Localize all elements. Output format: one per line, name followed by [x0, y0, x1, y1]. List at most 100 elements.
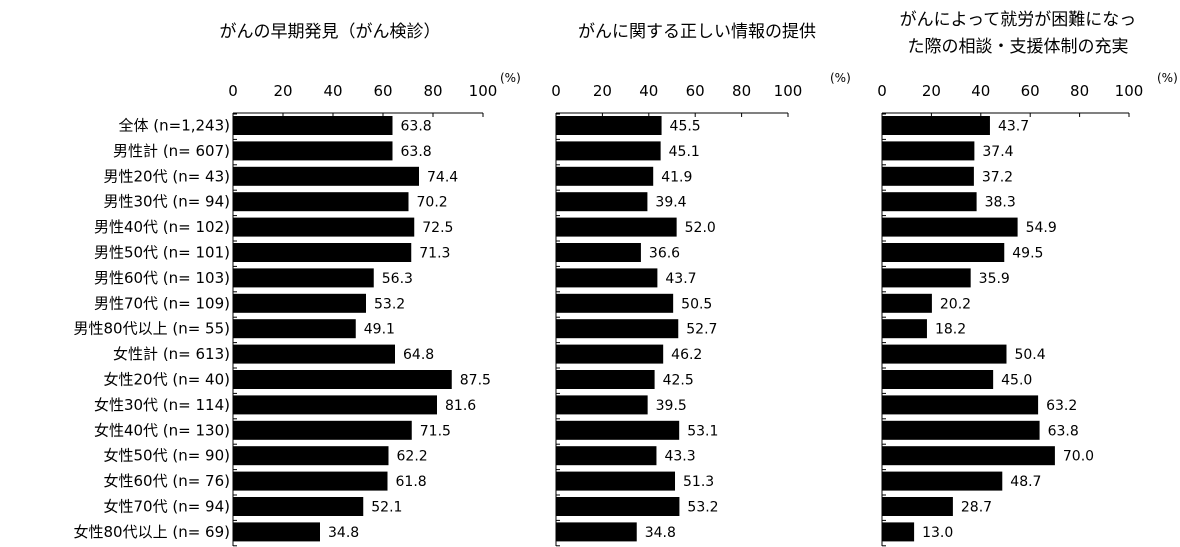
- value-label: 63.8: [401, 144, 432, 160]
- value-label: 43.7: [665, 271, 696, 287]
- category-label: 女性50代 (n= 90): [104, 447, 231, 465]
- value-label: 70.0: [1063, 449, 1094, 465]
- bar: [233, 497, 364, 516]
- bar: [556, 217, 677, 237]
- value-label: 81.6: [445, 398, 476, 414]
- x-tick-label: 40: [323, 82, 342, 100]
- bar: [882, 522, 915, 542]
- value-label: 53.1: [687, 423, 718, 439]
- bar: [556, 522, 637, 542]
- bar: [556, 141, 661, 161]
- bar: [556, 293, 674, 313]
- category-label: 女性80代以上 (n= 69): [74, 523, 231, 541]
- bar: [882, 217, 1018, 237]
- chart-title: がんに関する正しい情報の提供: [578, 22, 816, 42]
- value-label: 43.7: [998, 119, 1029, 135]
- category-label: 女性30代 (n= 114): [94, 396, 230, 414]
- category-label: 女性40代 (n= 130): [94, 421, 230, 439]
- value-label: 49.5: [1012, 246, 1043, 262]
- category-label: 男性60代 (n= 103): [94, 269, 230, 287]
- bar: [882, 268, 971, 288]
- x-tick-label: 40: [971, 82, 990, 100]
- value-label: 42.5: [663, 373, 694, 389]
- bar: [233, 192, 409, 212]
- bar: [556, 166, 654, 186]
- value-label: 20.2: [940, 296, 971, 312]
- bar: [882, 319, 927, 339]
- value-label: 63.2: [1046, 398, 1077, 414]
- bar: [233, 395, 437, 415]
- value-label: 46.2: [671, 347, 702, 363]
- bar: [233, 522, 320, 542]
- unit-label: (%): [1157, 71, 1178, 85]
- bar: [882, 293, 932, 313]
- category-label: 女性70代 (n= 94): [104, 498, 231, 516]
- bar: [556, 344, 664, 364]
- category-label: 男性70代 (n= 109): [94, 294, 230, 312]
- bar: [882, 344, 1007, 364]
- category-label: 女性20代 (n= 40): [104, 371, 231, 389]
- value-label: 37.2: [982, 169, 1013, 185]
- x-tick-label: 80: [732, 82, 751, 100]
- value-label: 38.3: [985, 195, 1016, 211]
- value-label: 53.2: [374, 296, 405, 312]
- value-label: 50.4: [1014, 347, 1045, 363]
- bar: [233, 420, 412, 440]
- bar: [556, 471, 676, 491]
- x-tick-label: 100: [469, 82, 498, 100]
- bar: [233, 344, 395, 364]
- value-label: 70.2: [417, 195, 448, 211]
- x-tick-label: 80: [423, 82, 442, 100]
- value-label: 52.0: [685, 220, 716, 236]
- bar: [556, 116, 662, 135]
- value-label: 51.3: [683, 474, 714, 490]
- x-tick-label: 20: [593, 82, 612, 100]
- value-label: 71.5: [420, 423, 451, 439]
- x-tick-label: 20: [922, 82, 941, 100]
- value-label: 39.5: [656, 398, 687, 414]
- category-label: 男性50代 (n= 101): [94, 244, 230, 262]
- value-label: 45.1: [669, 144, 700, 160]
- chart-panel-2: がんに関する正しい情報の提供 (%) 0 20 40 60 80 100 45.5 45.1 41.…: [551, 22, 851, 547]
- x-tick-label: 0: [551, 82, 561, 100]
- bar: [233, 166, 419, 186]
- bar: [882, 395, 1039, 415]
- value-label: 54.9: [1026, 220, 1057, 236]
- value-label: 28.7: [961, 500, 992, 516]
- value-label: 13.0: [922, 525, 953, 541]
- x-tick-label: 0: [877, 82, 887, 100]
- value-label: 71.3: [419, 246, 450, 262]
- category-label: 男性計 (n= 607): [113, 142, 230, 160]
- value-label: 34.8: [328, 525, 359, 541]
- x-tick-label: 0: [228, 82, 238, 100]
- bar: [233, 217, 415, 237]
- chart-title: た際の相談・支援体制の充実: [908, 37, 1129, 57]
- category-label: 男性30代 (n= 94): [104, 193, 231, 211]
- category-label: 男性20代 (n= 43): [104, 167, 231, 185]
- bar: [556, 370, 655, 389]
- value-label: 37.4: [982, 144, 1013, 160]
- bar: [882, 471, 1003, 491]
- category-label: 男性80代以上 (n= 55): [74, 320, 231, 338]
- unit-label: (%): [830, 71, 851, 85]
- value-label: 48.7: [1010, 474, 1041, 490]
- bar: [556, 319, 679, 339]
- bar: [556, 395, 648, 415]
- chart-title: がんの早期発見（がん検診）: [220, 22, 441, 42]
- bar: [882, 370, 994, 389]
- value-label: 43.3: [664, 449, 695, 465]
- bar: [556, 497, 680, 516]
- x-tick-label: 100: [1115, 82, 1144, 100]
- bar: [233, 243, 412, 262]
- category-label: 女性計 (n= 613): [113, 345, 230, 363]
- x-tick-label: 60: [686, 82, 705, 100]
- value-label: 39.4: [655, 195, 686, 211]
- bar: [882, 446, 1055, 466]
- value-label: 34.8: [645, 525, 676, 541]
- category-label: 全体 (n=1,243): [119, 117, 231, 135]
- bar: [556, 268, 658, 288]
- bar: [233, 370, 452, 389]
- value-label: 52.7: [686, 322, 717, 338]
